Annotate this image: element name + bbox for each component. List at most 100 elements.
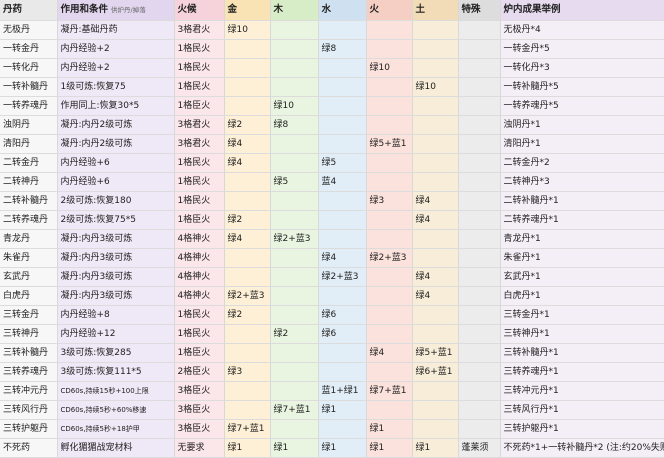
cell-mu (270, 58, 319, 78)
cell-jin: 绿3 (224, 362, 271, 382)
cell-special (458, 172, 501, 192)
cell-tu (412, 229, 459, 249)
cell-shui: 绿1 (318, 400, 367, 420)
cell-name: 三转金丹 (0, 305, 58, 325)
cell-tu: 绿4 (412, 191, 459, 211)
cell-fire: 3格君火 (174, 115, 225, 135)
table-row: 三转养魂丹 3级可炼:恢复111*5 2格臣火 绿3 绿6+蓝1 三转养魂丹*1 (0, 362, 664, 382)
cell-fire: 4格神火 (174, 248, 225, 268)
cell-condition: 内丹经验+6 (57, 172, 175, 192)
cell-jin (224, 172, 271, 192)
cell-name: 青龙丹 (0, 229, 58, 249)
cell-condition: 凝丹:内丹3级可炼 (57, 267, 175, 287)
cell-huo (366, 153, 413, 173)
cell-special (458, 134, 501, 154)
cell-huo: 绿1 (366, 438, 413, 458)
cell-jin (224, 191, 271, 211)
header-tu: 土 (412, 0, 459, 21)
cell-name: 二转金丹 (0, 153, 58, 173)
cell-fire: 3格君火 (174, 134, 225, 154)
table-row: 玄武丹 凝丹:内丹3级可炼 4格神火 绿2+蓝3 绿4 玄武丹*1 (0, 267, 664, 287)
cell-tu (412, 39, 459, 59)
cell-fire: 1格臣火 (174, 210, 225, 230)
cell-tu: 绿4 (412, 286, 459, 306)
cell-mu: 绿8 (270, 115, 319, 135)
cell-special (458, 343, 501, 363)
cell-name: 三转冲元丹 (0, 381, 58, 401)
cell-jin: 绿4 (224, 134, 271, 154)
cell-condition: 内丹经验+2 (57, 39, 175, 59)
cell-condition: 1级可炼:恢复75 (57, 77, 175, 97)
cell-condition: 3级可炼:恢复285 (57, 343, 175, 363)
cell-fire: 3格臣火 (174, 419, 225, 439)
cell-result: 二转金丹*2 (500, 153, 664, 173)
cell-name: 一转金丹 (0, 39, 58, 59)
table-row: 不死药 孵化猸猸战宠材料 无要求 绿1 绿1 绿1 绿1 绿1 蓬莱须 不死药*1+一转补髓丹*2… (0, 438, 664, 458)
cell-result: 三转补髓丹*1 (500, 343, 664, 363)
cell-special (458, 39, 501, 59)
cell-fire: 1格民火 (174, 77, 225, 97)
cell-name: 二转养魂丹 (0, 210, 58, 230)
cell-huo (366, 400, 413, 420)
cell-shui (318, 115, 367, 135)
cell-name: 白虎丹 (0, 286, 58, 306)
cell-fire: 无要求 (174, 438, 225, 458)
cell-shui (318, 134, 367, 154)
cell-condition: 凝丹:内丹2级可炼 (57, 134, 175, 154)
cell-tu (412, 153, 459, 173)
cell-mu (270, 248, 319, 268)
table-row: 三转金丹 内丹经验+8 1格民火 绿2 绿6 三转金丹*1 (0, 305, 664, 325)
cell-result: 一转养魂丹*5 (500, 96, 664, 116)
cell-special (458, 58, 501, 78)
table-row: 一转化丹 内丹经验+2 1格民火 绿10 一转化丹*3 (0, 58, 664, 78)
cell-mu (270, 362, 319, 382)
cell-name: 三转护躯丹 (0, 419, 58, 439)
cell-jin: 绿2 (224, 115, 271, 135)
cell-huo (366, 286, 413, 306)
header-condition: 作用和条件 供炉丹/掉落 (57, 0, 175, 21)
cell-mu (270, 191, 319, 211)
cell-shui (318, 210, 367, 230)
cell-shui (318, 362, 367, 382)
cell-special (458, 267, 501, 287)
cell-huo: 绿10 (366, 58, 413, 78)
cell-name: 二转神丹 (0, 172, 58, 192)
cell-jin (224, 39, 271, 59)
cell-condition: 凝丹:基础丹药 (57, 20, 175, 40)
cell-tu (412, 419, 459, 439)
table-header: 丹药 作用和条件 供炉丹/掉落 火候 金 木 水 火 土 特殊 炉内成果举例 (0, 0, 664, 21)
cell-result: 清阳丹*1 (500, 134, 664, 154)
cell-name: 无极丹 (0, 20, 58, 40)
cell-tu (412, 115, 459, 135)
table-row: 三转风行丹 CD60s,持续5秒+60%移速 3格臣火 绿7+蓝1 绿1 三转风行丹*1 (0, 400, 664, 420)
cell-result: 二转神丹*3 (500, 172, 664, 192)
cell-jin (224, 343, 271, 363)
cell-mu (270, 381, 319, 401)
cell-special (458, 96, 501, 116)
cell-mu (270, 77, 319, 97)
header-row: 丹药 作用和条件 供炉丹/掉落 火候 金 木 水 火 土 特殊 炉内成果举例 (0, 0, 664, 21)
cell-condition: 3级可炼:恢复111*5 (57, 362, 175, 382)
cell-tu: 绿4 (412, 210, 459, 230)
cell-mu: 绿7+蓝1 (270, 400, 319, 420)
cell-fire: 3格臣火 (174, 400, 225, 420)
cell-shui: 绿4 (318, 248, 367, 268)
cell-huo: 绿5+蓝1 (366, 134, 413, 154)
cell-special (458, 381, 501, 401)
table-row: 朱雀丹 凝丹:内丹3级可炼 4格神火 绿4 绿2+蓝3 朱雀丹*1 (0, 248, 664, 268)
cell-huo: 绿7+蓝1 (366, 381, 413, 401)
cell-condition: 凝丹:内丹3级可炼 (57, 229, 175, 249)
table-row: 白虎丹 凝丹:内丹3级可炼 4格神火 绿2+蓝3 绿4 白虎丹*1 (0, 286, 664, 306)
cell-special (458, 20, 501, 40)
cell-shui (318, 343, 367, 363)
cell-condition: 内丹经验+6 (57, 153, 175, 173)
cell-shui (318, 229, 367, 249)
cell-shui: 蓝1+绿1 (318, 381, 367, 401)
cell-jin (224, 248, 271, 268)
table-row: 青龙丹 凝丹:内丹3级可炼 4格神火 绿4 绿2+蓝3 青龙丹*1 (0, 229, 664, 249)
cell-result: 玄武丹*1 (500, 267, 664, 287)
cell-tu (412, 324, 459, 344)
cell-jin: 绿4 (224, 229, 271, 249)
cell-jin (224, 324, 271, 344)
